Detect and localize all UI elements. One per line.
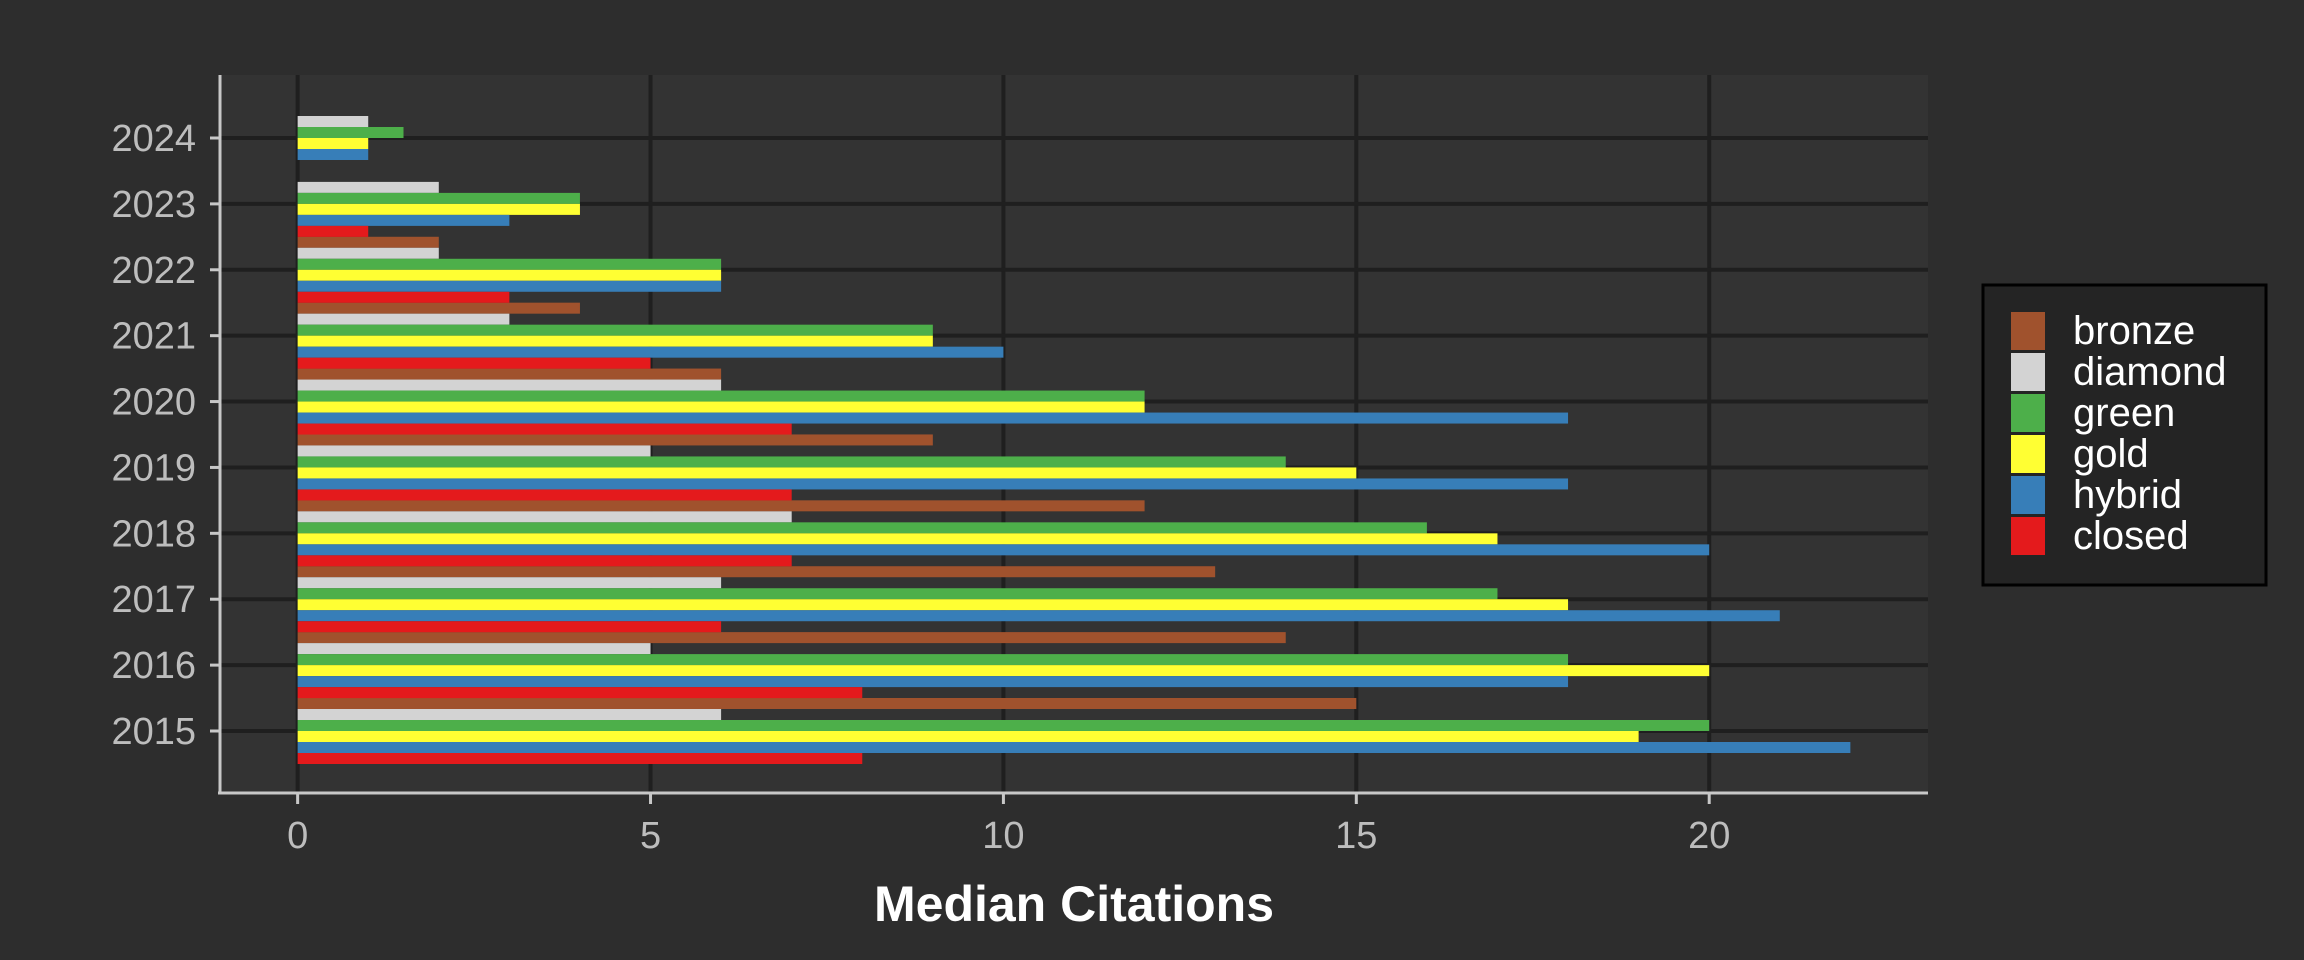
bar-green-2024	[297, 127, 404, 138]
bars	[297, 116, 1851, 764]
bar-closed-2018	[297, 555, 792, 567]
bar-gold-2016	[297, 665, 1710, 677]
bar-gold-2022	[297, 269, 722, 281]
bar-hybrid-2018	[297, 544, 1710, 556]
bar-hybrid-2024	[297, 149, 369, 160]
bar-bronze-2018	[297, 500, 1145, 512]
x-tick-label: 10	[982, 815, 1024, 857]
bar-closed-2019	[297, 489, 792, 501]
legend-key-diamond	[2011, 353, 2045, 391]
legend-label-gold: gold	[2073, 432, 2149, 476]
bar-hybrid-2019	[297, 478, 1569, 490]
bar-diamond-2023	[297, 181, 439, 193]
y-tick-label: 2015	[111, 711, 196, 753]
bar-closed-2023	[297, 225, 369, 237]
bar-green-2020	[297, 390, 1145, 402]
bar-green-2017	[297, 588, 1498, 600]
y-tick-label: 2017	[111, 579, 196, 621]
bar-hybrid-2017	[297, 610, 1780, 622]
y-ticks: 2015 2016 2017 2018 2019 2020 2021 2022 2023 2024	[111, 118, 220, 753]
bar-green-2021	[297, 324, 933, 336]
bar-gold-2020	[297, 401, 1145, 413]
bar-diamond-2015	[297, 709, 722, 720]
bar-green-2015	[297, 720, 1710, 731]
bar-hybrid-2020	[297, 412, 1569, 424]
bar-gold-2023	[297, 203, 580, 215]
bar-diamond-2017	[297, 577, 722, 589]
x-tick-label: 20	[1688, 815, 1730, 857]
x-tick-label: 0	[287, 815, 308, 857]
y-tick-label: 2018	[111, 513, 196, 555]
bar-closed-2015	[297, 753, 863, 764]
bar-gold-2018	[297, 533, 1498, 545]
legend-label-bronze: bronze	[2073, 309, 2195, 353]
bar-green-2023	[297, 192, 580, 204]
legend-key-bronze	[2011, 312, 2045, 350]
legend-key-gold	[2011, 435, 2045, 473]
bar-diamond-2018	[297, 511, 792, 523]
bar-diamond-2016	[297, 643, 651, 655]
bar-green-2019	[297, 456, 1286, 468]
y-tick-label: 2021	[111, 316, 196, 358]
bar-diamond-2024	[297, 116, 369, 127]
legend-key-hybrid	[2011, 476, 2045, 514]
bar-hybrid-2015	[297, 742, 1851, 753]
bar-gold-2024	[297, 138, 369, 149]
legend-key-closed	[2011, 517, 2045, 555]
x-tick-label: 5	[640, 815, 661, 857]
x-tick-label: 15	[1335, 815, 1377, 857]
bar-bronze-2016	[297, 632, 1286, 644]
bar-closed-2017	[297, 621, 722, 633]
bar-diamond-2019	[297, 445, 651, 457]
y-tick-label: 2023	[111, 184, 196, 226]
bar-closed-2020	[297, 423, 792, 435]
bar-closed-2022	[297, 291, 510, 303]
bar-closed-2021	[297, 357, 651, 369]
bar-gold-2015	[297, 731, 1639, 742]
y-tick-label: 2020	[111, 382, 196, 424]
y-tick-label: 2022	[111, 250, 196, 292]
y-tick-label: 2016	[111, 645, 196, 687]
bar-bronze-2022	[297, 236, 439, 248]
bar-green-2016	[297, 654, 1569, 666]
bar-green-2022	[297, 258, 722, 270]
bar-hybrid-2016	[297, 676, 1569, 688]
bar-diamond-2022	[297, 247, 439, 259]
y-tick-label: 2019	[111, 447, 196, 489]
bar-hybrid-2023	[297, 214, 510, 226]
legend-label-hybrid: hybrid	[2073, 473, 2182, 517]
x-ticks: 0 5 10 15 20	[287, 794, 1730, 857]
bar-diamond-2020	[297, 379, 722, 391]
bar-diamond-2021	[297, 313, 510, 325]
bar-bronze-2021	[297, 302, 580, 314]
bar-bronze-2020	[297, 368, 722, 380]
bar-hybrid-2022	[297, 280, 722, 292]
legend-key-green	[2011, 394, 2045, 432]
legend-label-closed: closed	[2073, 514, 2189, 558]
bar-green-2018	[297, 522, 1427, 534]
y-tick-label: 2024	[111, 118, 196, 160]
axes	[218, 75, 1928, 795]
legend-label-diamond: diamond	[2073, 350, 2226, 394]
bar-bronze-2015	[297, 698, 1357, 709]
bar-closed-2016	[297, 687, 863, 699]
bar-hybrid-2021	[297, 346, 1004, 358]
bar-bronze-2019	[297, 434, 933, 446]
bar-gold-2019	[297, 467, 1357, 479]
bar-bronze-2017	[297, 566, 1216, 578]
bar-gold-2017	[297, 599, 1569, 611]
x-axis-title: Median Citations	[874, 876, 1274, 932]
bar-gold-2021	[297, 335, 933, 347]
legend-label-green: green	[2073, 391, 2175, 435]
